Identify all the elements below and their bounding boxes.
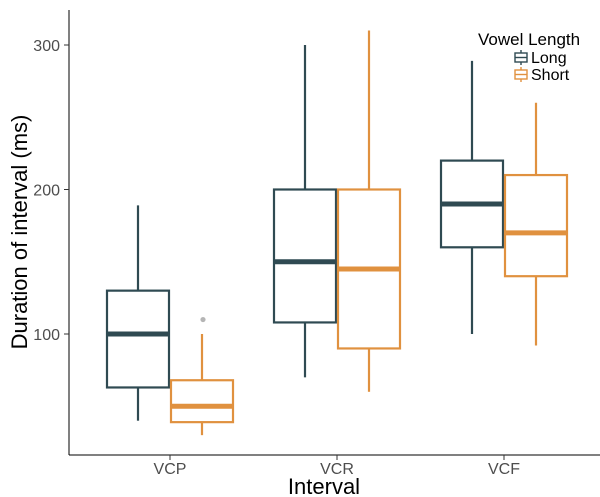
- plot-marks: [105, 30, 569, 436]
- y-tick-label: 100: [33, 327, 60, 344]
- y-tick-label: 300: [33, 38, 60, 55]
- y-axis-title: Duration of interval (ms): [7, 115, 32, 350]
- x-axis-title: Interval: [288, 474, 360, 497]
- outlier-point: [200, 316, 206, 323]
- box-short-vcr: [336, 30, 402, 392]
- x-tick-label: VCF: [488, 461, 520, 478]
- legend-item-short: Short: [514, 67, 570, 84]
- box-short-vcf: [503, 102, 569, 346]
- box-long-vcr: [272, 45, 338, 378]
- iqr-box: [503, 173, 569, 278]
- legend-label: Short: [531, 67, 570, 84]
- y-tick-label: 200: [33, 183, 60, 200]
- iqr-box: [272, 188, 338, 324]
- x-tick-label: VCP: [154, 461, 187, 478]
- x-axis-ticks: VCP VCR VCF: [154, 455, 520, 478]
- x-tick-label: VCR: [320, 461, 354, 478]
- legend-title: Vowel Length: [478, 30, 580, 49]
- box-long-vcp: [105, 205, 171, 421]
- legend-item-long: Long: [514, 50, 567, 67]
- box-long-vcf: [439, 60, 505, 334]
- box-short-vcp: [169, 316, 235, 436]
- iqr-box: [105, 289, 171, 389]
- iqr-box: [169, 379, 235, 424]
- y-axis-ticks: 100 200 300: [33, 38, 69, 344]
- legend-label: Long: [531, 50, 567, 67]
